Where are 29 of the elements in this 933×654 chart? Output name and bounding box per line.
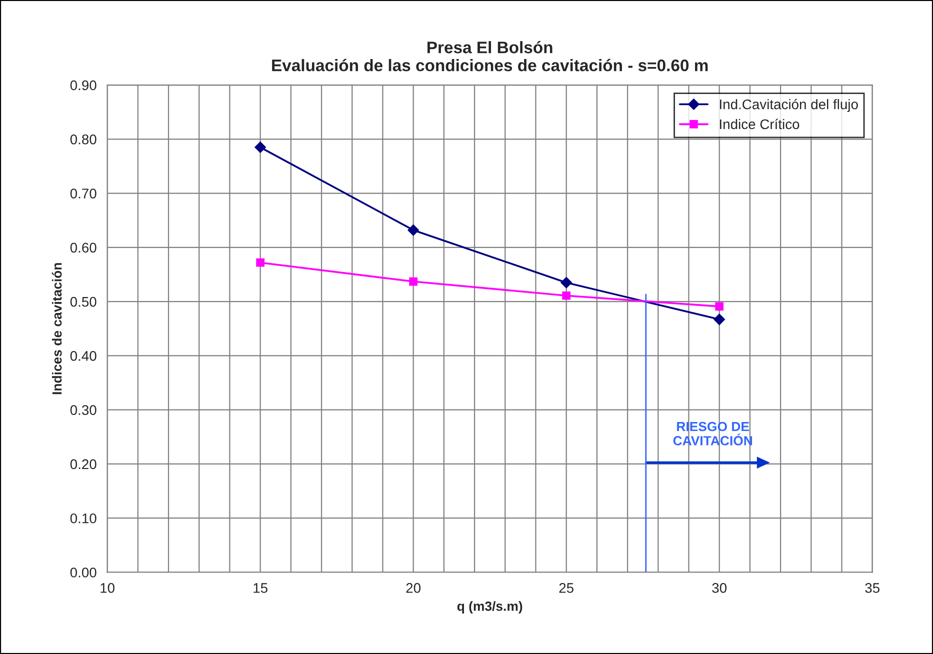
y-tick-label: 0.60	[70, 242, 96, 253]
y-tick-label: 0.20	[70, 459, 96, 470]
x-tick-label: 15	[254, 583, 268, 593]
y-tick-label: 0.70	[70, 188, 96, 198]
y-tick-label: 0.90	[70, 80, 96, 90]
point	[254, 142, 266, 153]
y-axis-title: Indices de cavitación	[52, 263, 62, 394]
y-tick-label: 0.80	[70, 134, 96, 144]
point	[408, 224, 419, 236]
legend-label: Indice Crítico	[720, 118, 800, 130]
y-tick-label: 0.10	[70, 513, 96, 524]
x-tick-label: 20	[406, 583, 420, 593]
y-tick-label: 0.40	[70, 351, 96, 361]
chart-title: Presa El Bolsón Evaluación de las condiciones de cavitación - s=0.60 m	[272, 40, 708, 72]
point	[562, 291, 570, 300]
point	[714, 314, 725, 326]
x-tick-label: 10	[100, 583, 114, 593]
legend-label: Ind.Cavitación del flujo	[720, 98, 858, 112]
x-tick-label: 25	[559, 583, 574, 593]
y-tick-label: 0.50	[70, 296, 96, 307]
x-tick-label: 30	[712, 583, 727, 593]
y-tick-label: 0.00	[70, 568, 96, 578]
point	[715, 302, 724, 311]
point	[409, 277, 418, 286]
x-tick-label: 35	[865, 583, 880, 593]
point	[560, 277, 572, 288]
x-axis-title: q (m3/s.m)	[457, 601, 522, 614]
point	[256, 258, 264, 267]
y-tick-label: 0.30	[70, 405, 96, 416]
